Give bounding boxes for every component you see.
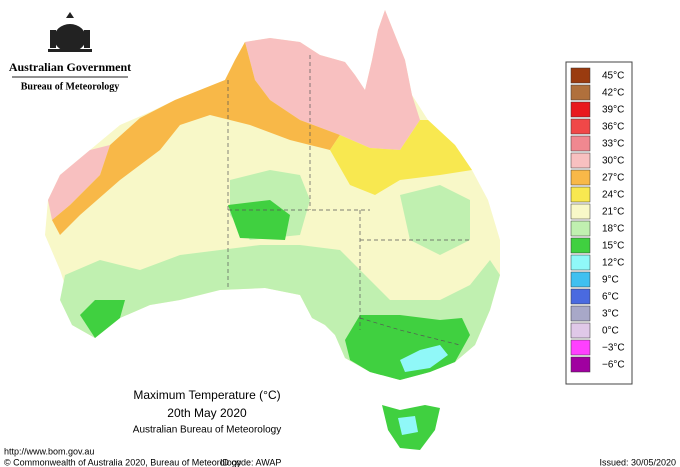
footer-id-code: ID code: AWAP xyxy=(220,457,281,467)
region-15 xyxy=(345,315,470,380)
legend-label: 9°C xyxy=(602,275,619,286)
legend-label: 27°C xyxy=(602,173,624,184)
legend-label: 39°C xyxy=(602,105,624,116)
legend-swatch xyxy=(570,135,591,152)
legend-label: 30°C xyxy=(602,156,624,167)
legend-label: 42°C xyxy=(602,88,624,99)
crest xyxy=(48,12,92,52)
legend-label: 0°C xyxy=(602,326,619,337)
map-date: 20th May 2020 xyxy=(167,406,247,420)
map xyxy=(45,10,500,450)
legend-swatch xyxy=(570,203,591,220)
legend-swatch xyxy=(570,254,591,271)
legend-swatch xyxy=(570,237,591,254)
region-24 xyxy=(330,120,472,195)
legend-label: 24°C xyxy=(602,190,624,201)
legend-swatch xyxy=(570,305,591,322)
legend-swatch xyxy=(570,220,591,237)
legend-label: 36°C xyxy=(602,122,624,133)
region-30 xyxy=(245,10,420,150)
legend-label: 12°C xyxy=(602,258,624,269)
footer-url: http://www.bom.gov.au xyxy=(4,446,94,456)
legend: 45°C 42°C 39°C 36°C 33°C 30°C 27°C 24°C 21°C 18°C… xyxy=(570,67,625,373)
legend-swatch xyxy=(570,118,591,135)
legend-swatch xyxy=(570,288,591,305)
region-12 xyxy=(400,345,448,372)
legend-swatch xyxy=(570,271,591,288)
region-15-west xyxy=(80,300,125,338)
legend-label: −6°C xyxy=(602,360,625,371)
legend-label: 3°C xyxy=(602,309,619,320)
legend-swatch xyxy=(570,186,591,203)
legend-swatch xyxy=(570,67,591,84)
legend-swatch xyxy=(570,339,591,356)
legend-label: 15°C xyxy=(602,241,624,252)
tasmania-highland xyxy=(398,416,418,435)
state-borders xyxy=(227,55,470,346)
legend-swatch xyxy=(570,101,591,118)
legend-label: 6°C xyxy=(602,292,619,303)
legend-swatch xyxy=(570,356,591,373)
legend-label: 18°C xyxy=(602,224,624,235)
legend-label: −3°C xyxy=(602,343,625,354)
bureau-name: Bureau of Meteorology xyxy=(21,81,120,92)
legend-label: 21°C xyxy=(602,207,624,218)
map-source: Australian Bureau of Meteorology xyxy=(133,425,281,436)
legend-label: 33°C xyxy=(602,139,624,150)
government-name: Australian Government xyxy=(9,60,131,74)
legend-swatch xyxy=(570,152,591,169)
legend-swatch xyxy=(570,84,591,101)
region-30-west xyxy=(48,145,110,220)
footer-issued: Issued: 30/05/2020 xyxy=(599,457,676,467)
region-18-qld xyxy=(400,185,470,255)
legend-swatch xyxy=(570,169,591,186)
legend-swatch xyxy=(570,322,591,339)
footer-copyright: © Commonwealth of Australia 2020, Bureau… xyxy=(4,457,242,467)
map-title: Maximum Temperature (°C) xyxy=(133,388,280,402)
legend-label: 45°C xyxy=(602,71,624,82)
